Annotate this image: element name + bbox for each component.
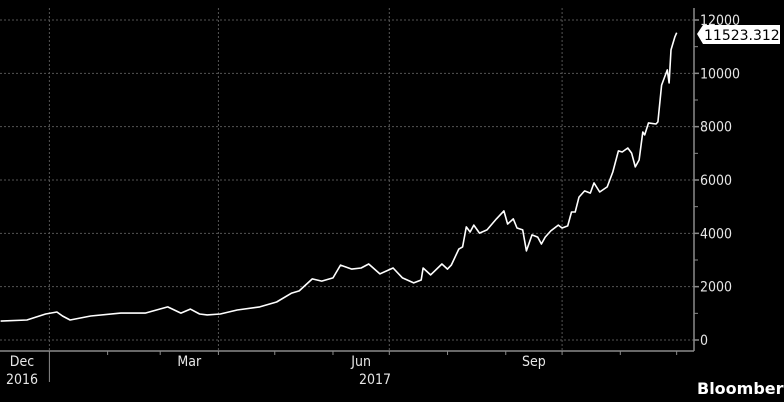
last-value-badge-bg xyxy=(697,25,780,44)
x-axis-ticks: Dec Mar Jun Sep 2016 2017 xyxy=(6,351,678,388)
y-tick-label: 0 xyxy=(700,333,708,349)
last-value-label: 11523.3125 xyxy=(704,28,784,44)
bloomberg-logo: Bloomberg xyxy=(697,379,784,398)
y-tick-label: 8000 xyxy=(700,120,732,136)
x-month-label: Dec xyxy=(10,354,34,370)
x-month-label: Sep xyxy=(522,354,546,370)
axes xyxy=(0,8,695,382)
y-tick-label: 10000 xyxy=(700,66,740,82)
x-year-label: 2016 xyxy=(6,372,38,388)
x-month-label: Jun xyxy=(350,354,371,370)
y-tick-label: 2000 xyxy=(700,280,732,296)
y-tick-label: 4000 xyxy=(700,226,732,242)
x-year-label: 2017 xyxy=(359,372,391,388)
x-month-label: Mar xyxy=(177,354,202,370)
last-value-badge: 11523.3125 xyxy=(697,25,784,44)
series-line xyxy=(0,32,678,322)
gridlines xyxy=(0,8,694,351)
y-tick-label: 6000 xyxy=(700,173,732,189)
